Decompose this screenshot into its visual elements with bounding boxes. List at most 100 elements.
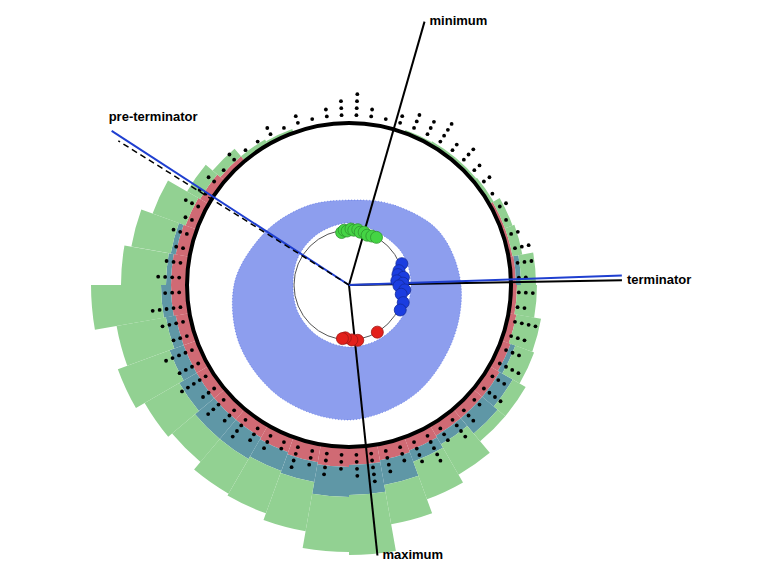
event-dot [165,259,169,263]
line-label: maximum [382,547,443,562]
event-dot [402,459,406,463]
polar-root: minimummaximumterminatorpre-terminator [91,13,691,562]
event-dot [462,158,466,162]
event-dot [172,260,176,264]
points [336,223,411,346]
event-dot [355,113,359,117]
event-dot [446,128,450,132]
event-dot [181,320,185,324]
event-dot [184,215,188,219]
event-dot [248,438,252,442]
event-dot [228,414,232,418]
event-dot [206,412,210,416]
event-dot [163,275,167,279]
event-dot [511,351,515,355]
event-dot [165,307,169,311]
event-dot [290,465,294,469]
event-dot [438,140,442,144]
event-dot [239,424,243,428]
event-dot [472,398,476,402]
event-dot [355,474,359,478]
event-dot [482,387,486,391]
event-dot [235,429,239,433]
event-dot [369,115,373,119]
event-dot [296,121,300,125]
event-dot [520,245,524,249]
reference-line [118,141,349,285]
reference-line [112,131,349,285]
event-dot [167,323,171,327]
event-dot [513,320,517,324]
event-dot [534,324,538,328]
event-dot [426,434,430,438]
event-dot [310,117,314,121]
event-dot [370,459,374,463]
event-dot [185,232,189,236]
event-dot [517,371,521,375]
event-dot [516,336,520,340]
event-dot [192,382,196,386]
event-dot [455,424,459,428]
event-dot [294,452,298,456]
event-dot [196,362,200,366]
event-dot [384,117,388,121]
event-dot [186,386,190,390]
event-dot [323,466,327,470]
event-dot [412,126,416,130]
event-dot [172,306,176,310]
event-dot [265,440,269,444]
point [394,304,406,316]
event-dot [490,192,494,196]
event-dot [222,168,226,172]
event-dot [467,414,471,418]
event-dot [527,323,531,327]
event-dot [309,456,313,460]
histogram-bar [312,464,349,497]
event-dot [450,122,454,126]
event-dot [400,452,404,456]
event-dot [429,126,433,130]
event-dot [488,175,492,179]
event-dot [279,447,283,451]
event-dot [442,134,446,138]
event-dot [398,445,402,449]
event-dot [190,348,194,352]
event-dot [294,114,298,118]
event-dot [426,132,430,136]
event-dot [355,467,359,471]
event-dot [504,365,508,369]
event-dot [415,447,419,451]
event-dot [244,148,248,152]
event-dot [269,132,273,136]
event-dot [179,261,183,265]
point [371,231,383,243]
event-dot [339,467,343,471]
event-dot [385,456,389,460]
event-dot [339,99,343,103]
event-dot [439,459,443,463]
histogram-bar [474,410,506,442]
event-dot [355,460,359,464]
event-dot [339,460,343,464]
event-dot [504,218,508,222]
event-dot [325,115,329,119]
event-dot [516,305,520,309]
plot-area [91,22,622,556]
event-dot [262,446,266,450]
event-dot [282,126,286,130]
event-dot [462,408,466,412]
labels: minimummaximumterminatorpre-terminator [109,13,692,562]
event-dot [463,435,467,439]
event-dot [232,158,236,162]
event-dot [184,351,188,355]
event-dot [244,418,248,422]
event-dot [190,201,194,205]
histogram-bar [518,253,536,285]
event-dots [151,92,538,483]
event-dot [355,106,359,110]
line-label: minimum [430,13,488,28]
event-dot [523,306,527,310]
event-dot [490,374,494,378]
event-dot [207,175,211,179]
event-dot [158,308,162,312]
